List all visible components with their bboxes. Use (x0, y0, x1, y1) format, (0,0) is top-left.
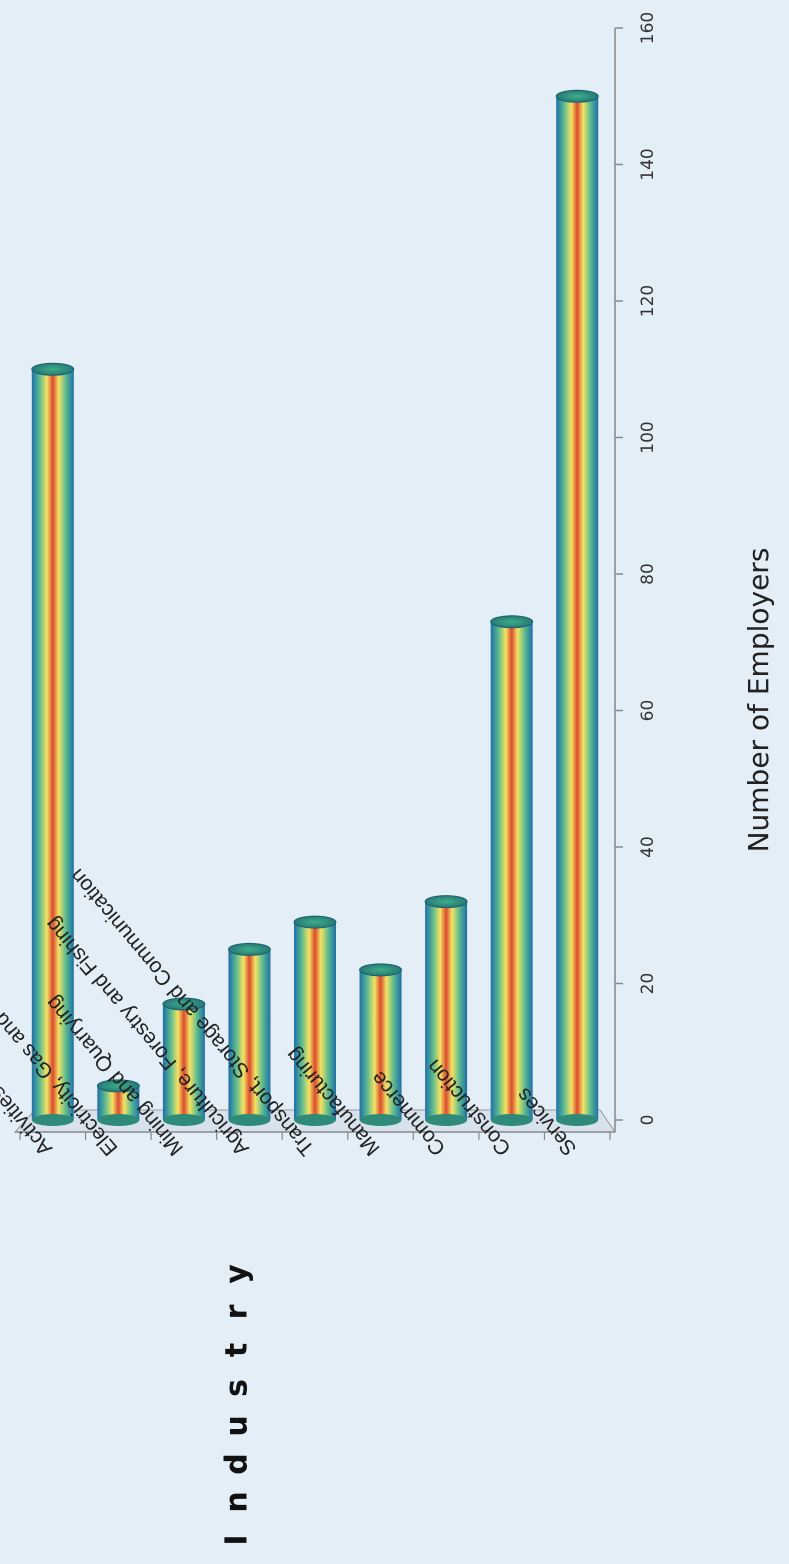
bar-body (490, 621, 533, 1120)
bar (555, 89, 599, 1126)
bar (227, 942, 271, 1126)
bar-body (162, 1003, 205, 1120)
value-tick-label: 80 (638, 563, 658, 585)
bar (31, 362, 75, 1126)
bar-body (556, 96, 599, 1120)
bar (96, 1079, 140, 1126)
bar-body (228, 949, 271, 1120)
bar-cap (490, 615, 534, 629)
value-tick-label: 60 (638, 700, 658, 722)
bar-base (490, 1114, 533, 1126)
bar-cap (555, 89, 599, 103)
bar-cap (293, 915, 337, 929)
bar (424, 895, 468, 1126)
y-axis-title-letter: d (220, 1453, 255, 1474)
bar-base (294, 1114, 336, 1126)
bar-base (31, 1114, 74, 1126)
bar-base (359, 1114, 402, 1126)
bar-body (31, 369, 74, 1120)
bar (359, 963, 403, 1126)
value-tick-label: 20 (638, 973, 658, 995)
bar-body (359, 969, 402, 1120)
bar-cap (359, 963, 403, 977)
bar-base (97, 1114, 140, 1126)
y-axis-title-letter: n (220, 1491, 255, 1512)
category-tick-group (19, 1132, 611, 1140)
value-tick-label: 120 (638, 285, 658, 317)
y-axis-title-letter: I (220, 1534, 255, 1545)
value-tick-label: 40 (638, 836, 658, 858)
bar-cap (227, 942, 271, 956)
value-tick-label: 160 (638, 12, 658, 44)
y-axis-title-letter: t (220, 1343, 255, 1357)
bar (490, 615, 534, 1126)
bar-body (294, 922, 336, 1120)
bar (293, 915, 337, 1126)
value-tick-label: 0 (638, 1115, 658, 1126)
value-tick-label: 100 (638, 421, 658, 453)
bar-cap (31, 362, 75, 376)
bar-base (228, 1114, 271, 1126)
bar-base (425, 1114, 468, 1126)
bar-body (425, 901, 468, 1120)
bar-cap (96, 1079, 140, 1093)
y-axis-title-letter: y (220, 1264, 255, 1284)
y-axis-title-letter: u (220, 1415, 255, 1436)
value-tick-group: 0 20 40 60 80 100 120 140 160 (615, 12, 658, 1126)
y-axis-title-letter: s (220, 1379, 255, 1397)
bar-cap (162, 997, 206, 1011)
x-axis-title: Number of Employers (742, 548, 775, 853)
bar-base (162, 1114, 205, 1126)
bar-cap (424, 895, 468, 909)
bars-group (31, 89, 599, 1126)
y-axis-title-letter: r (220, 1304, 255, 1319)
value-tick-label: 140 (638, 148, 658, 180)
bar (162, 997, 206, 1126)
bar-base (556, 1114, 599, 1126)
